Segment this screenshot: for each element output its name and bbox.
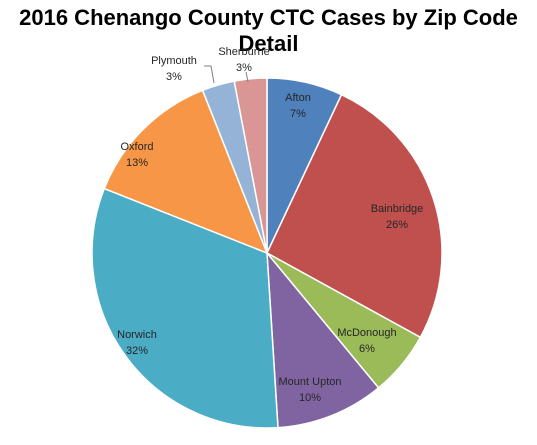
data-label-name: Oxford [120,141,153,153]
data-label-name: Mount Upton [279,376,342,388]
data-label-percent: 3% [166,71,182,83]
data-label-name: McDonough [337,327,396,339]
data-label-percent: 6% [359,343,375,355]
data-label-percent: 13% [126,157,148,169]
pie-slice-norwich [91,187,279,429]
data-label-percent: 3% [236,62,252,74]
leader-line-sherburne [245,71,249,83]
data-label-name: Norwich [117,329,157,341]
data-label-name: Plymouth [151,55,197,67]
chart-title: 2016 Chenango County CTC Cases by Zip Co… [19,5,518,56]
data-label-percent: 26% [386,219,408,231]
data-label-percent: 32% [126,345,148,357]
data-label-percent: 7% [290,108,306,120]
data-label-name: Bainbridge [371,203,424,215]
data-label-name: Afton [285,92,311,104]
data-label-name: Sherburne [218,46,269,58]
data-label-percent: 10% [299,392,321,404]
leader-line-plymouth [204,65,215,84]
pie-slice-oxford [103,89,269,255]
pie-slice-mount-upton [266,250,380,429]
pie-slice-sherburne [233,77,268,254]
